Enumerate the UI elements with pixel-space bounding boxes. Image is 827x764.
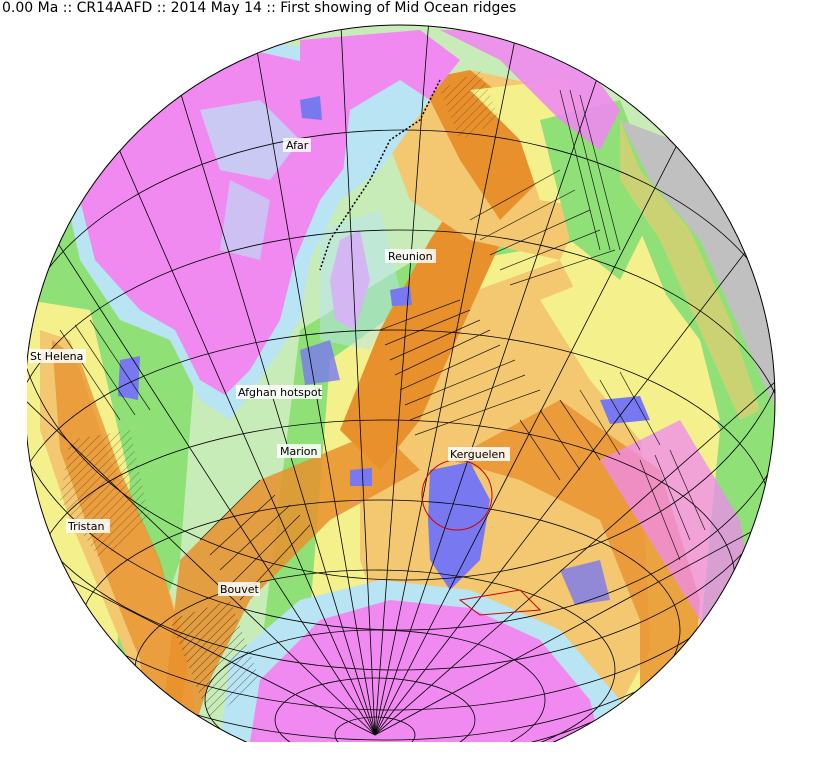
label-marion: Marion xyxy=(280,445,318,458)
arabia xyxy=(300,30,460,150)
hotspot-afar: Afar xyxy=(283,138,311,152)
label-kerguelen: Kerguelen xyxy=(450,448,505,461)
hotspot-afghan: Afghan hotspot xyxy=(236,385,323,399)
label-afar: Afar xyxy=(286,139,309,152)
hotspot-kerguelen: Kerguelen xyxy=(448,447,510,461)
graticule xyxy=(27,25,775,742)
label-st-helena: St Helena xyxy=(30,350,83,363)
hotspot-marion: Marion xyxy=(277,444,321,458)
antarctica xyxy=(250,600,600,742)
fracture-zones xyxy=(59,89,706,601)
central-indian-ridge xyxy=(340,180,520,470)
label-reunion: Reunion xyxy=(388,250,433,263)
hotspot-tristan: Tristan xyxy=(66,519,110,533)
label-bouvet: Bouvet xyxy=(220,583,260,596)
hotspot-labels: Afar Reunion St Helena Afghan hotspot Ma… xyxy=(29,138,510,596)
kerguelen-plateau xyxy=(428,462,490,590)
label-tristan: Tristan xyxy=(67,520,104,533)
hotspot-bouvet: Bouvet xyxy=(218,582,260,596)
map-title: 0.00 Ma :: CR14AAFD :: 2014 May 14 :: Fi… xyxy=(2,0,517,16)
asia-grey xyxy=(620,120,775,420)
hotspot-st-helena: St Helena xyxy=(29,349,86,363)
hotspot-reunion: Reunion xyxy=(385,249,436,263)
label-afghan: Afghan hotspot xyxy=(238,386,323,399)
